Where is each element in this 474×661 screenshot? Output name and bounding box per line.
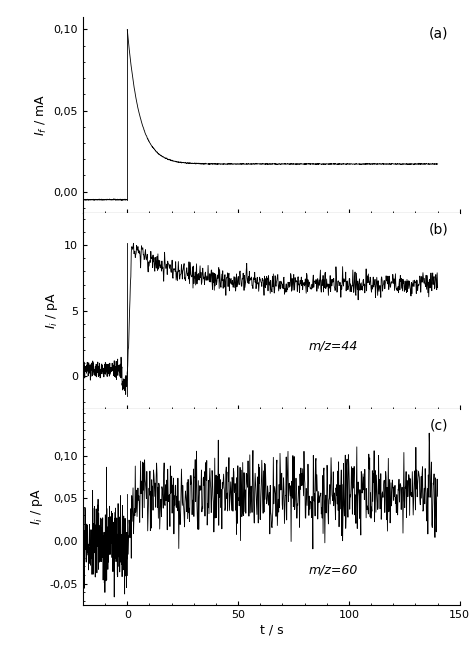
Text: (a): (a) bbox=[429, 26, 448, 40]
Text: (c): (c) bbox=[430, 418, 448, 432]
X-axis label: t / s: t / s bbox=[260, 624, 283, 637]
Text: m/z=60: m/z=60 bbox=[309, 563, 358, 576]
Y-axis label: $I_i$ / pA: $I_i$ / pA bbox=[29, 488, 46, 525]
Y-axis label: $I_i$ / pA: $I_i$ / pA bbox=[44, 292, 60, 329]
Text: m/z=44: m/z=44 bbox=[309, 340, 358, 352]
Text: (b): (b) bbox=[428, 222, 448, 237]
Y-axis label: $I_f$ / mA: $I_f$ / mA bbox=[34, 94, 49, 136]
